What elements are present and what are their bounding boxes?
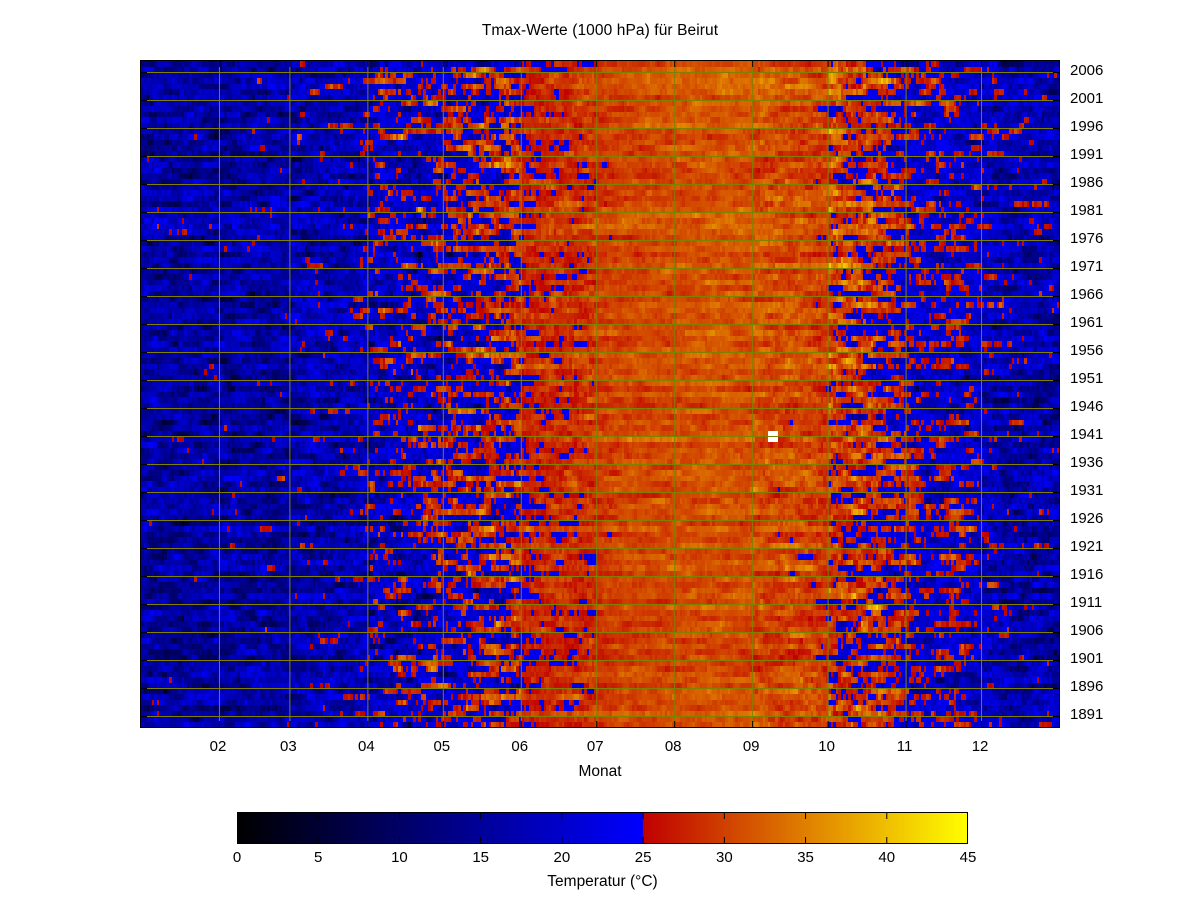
y-axis-tick-label: 2006: [1070, 62, 1104, 80]
y-axis-tick-label: 1986: [1070, 174, 1104, 192]
colorbar-tick-label: 25: [634, 849, 652, 866]
x-axis-title: Monat: [578, 763, 622, 780]
x-axis-tick-label: 10: [818, 738, 835, 755]
x-axis-tick-label: 08: [664, 738, 682, 755]
colorbar-tick-label: 15: [472, 849, 489, 866]
colorbar-title: Temperatur (°C): [547, 873, 658, 890]
y-axis-tick-label: 1916: [1070, 565, 1104, 583]
x-axis-tick-label: 09: [742, 738, 760, 755]
y-axis-tick-label: 1971: [1070, 258, 1104, 276]
x-axis-tick-label: 03: [280, 738, 297, 755]
y-axis-tick-label: 1896: [1070, 677, 1104, 695]
x-axis-tick-label: 07: [586, 738, 604, 755]
y-axis-tick-label: 1991: [1070, 146, 1104, 164]
y-axis-tick-label: 1941: [1070, 425, 1104, 443]
y-axis-tick-label: 1996: [1070, 118, 1104, 136]
colorbar-tick-label: 20: [553, 849, 571, 866]
y-axis-tick-label: 1956: [1070, 342, 1104, 360]
y-axis-tick-label: 1976: [1070, 230, 1104, 248]
x-axis-tick-label: 12: [971, 738, 989, 755]
x-axis-tick-label: 11: [896, 738, 913, 755]
x-axis-tick-label: 06: [511, 738, 529, 755]
y-axis-tick-label: 1921: [1070, 537, 1104, 555]
y-axis-tick-label: 1981: [1070, 202, 1104, 220]
y-axis-tick-label: 1951: [1070, 370, 1104, 387]
colorbar-tick-label: 45: [959, 849, 977, 866]
heatmap-plot-area[interactable]: [140, 60, 1060, 728]
y-axis-tick-label: 1936: [1070, 453, 1104, 471]
colorbar-tick-label: 5: [314, 849, 323, 866]
y-axis-tick-label: 1906: [1070, 621, 1104, 639]
page-title: Tmax-Werte (1000 hPa) für Beirut: [481, 22, 719, 39]
y-axis-tick-label: 1911: [1070, 593, 1103, 611]
y-axis-tick-label: 1961: [1070, 314, 1104, 332]
colorbar-tick-label: 0: [232, 849, 242, 866]
colorbar-tick-label: 35: [797, 849, 814, 866]
y-axis-tick-label: 1946: [1070, 397, 1104, 415]
x-axis-tick-label: 02: [209, 738, 227, 755]
colorbar-tick-label: 10: [391, 849, 408, 866]
y-axis-tick-label: 2001: [1070, 90, 1104, 108]
y-axis-tick-label: 1926: [1070, 509, 1104, 527]
colorbar-tick-label: 30: [715, 849, 733, 866]
y-axis-tick-label: 1901: [1070, 649, 1104, 667]
colorbar[interactable]: [237, 812, 968, 844]
colorbar-tick-label: 40: [878, 849, 896, 866]
x-axis-tick-label: 05: [433, 738, 451, 755]
heatmap-image: [141, 61, 1059, 727]
y-axis-tick-label: 1966: [1070, 286, 1104, 304]
x-axis-tick-label: 04: [358, 738, 375, 755]
y-axis-tick-label: 1891: [1070, 705, 1104, 723]
colorbar-gradient: [237, 812, 968, 844]
y-axis-tick-label: 1931: [1070, 481, 1104, 499]
